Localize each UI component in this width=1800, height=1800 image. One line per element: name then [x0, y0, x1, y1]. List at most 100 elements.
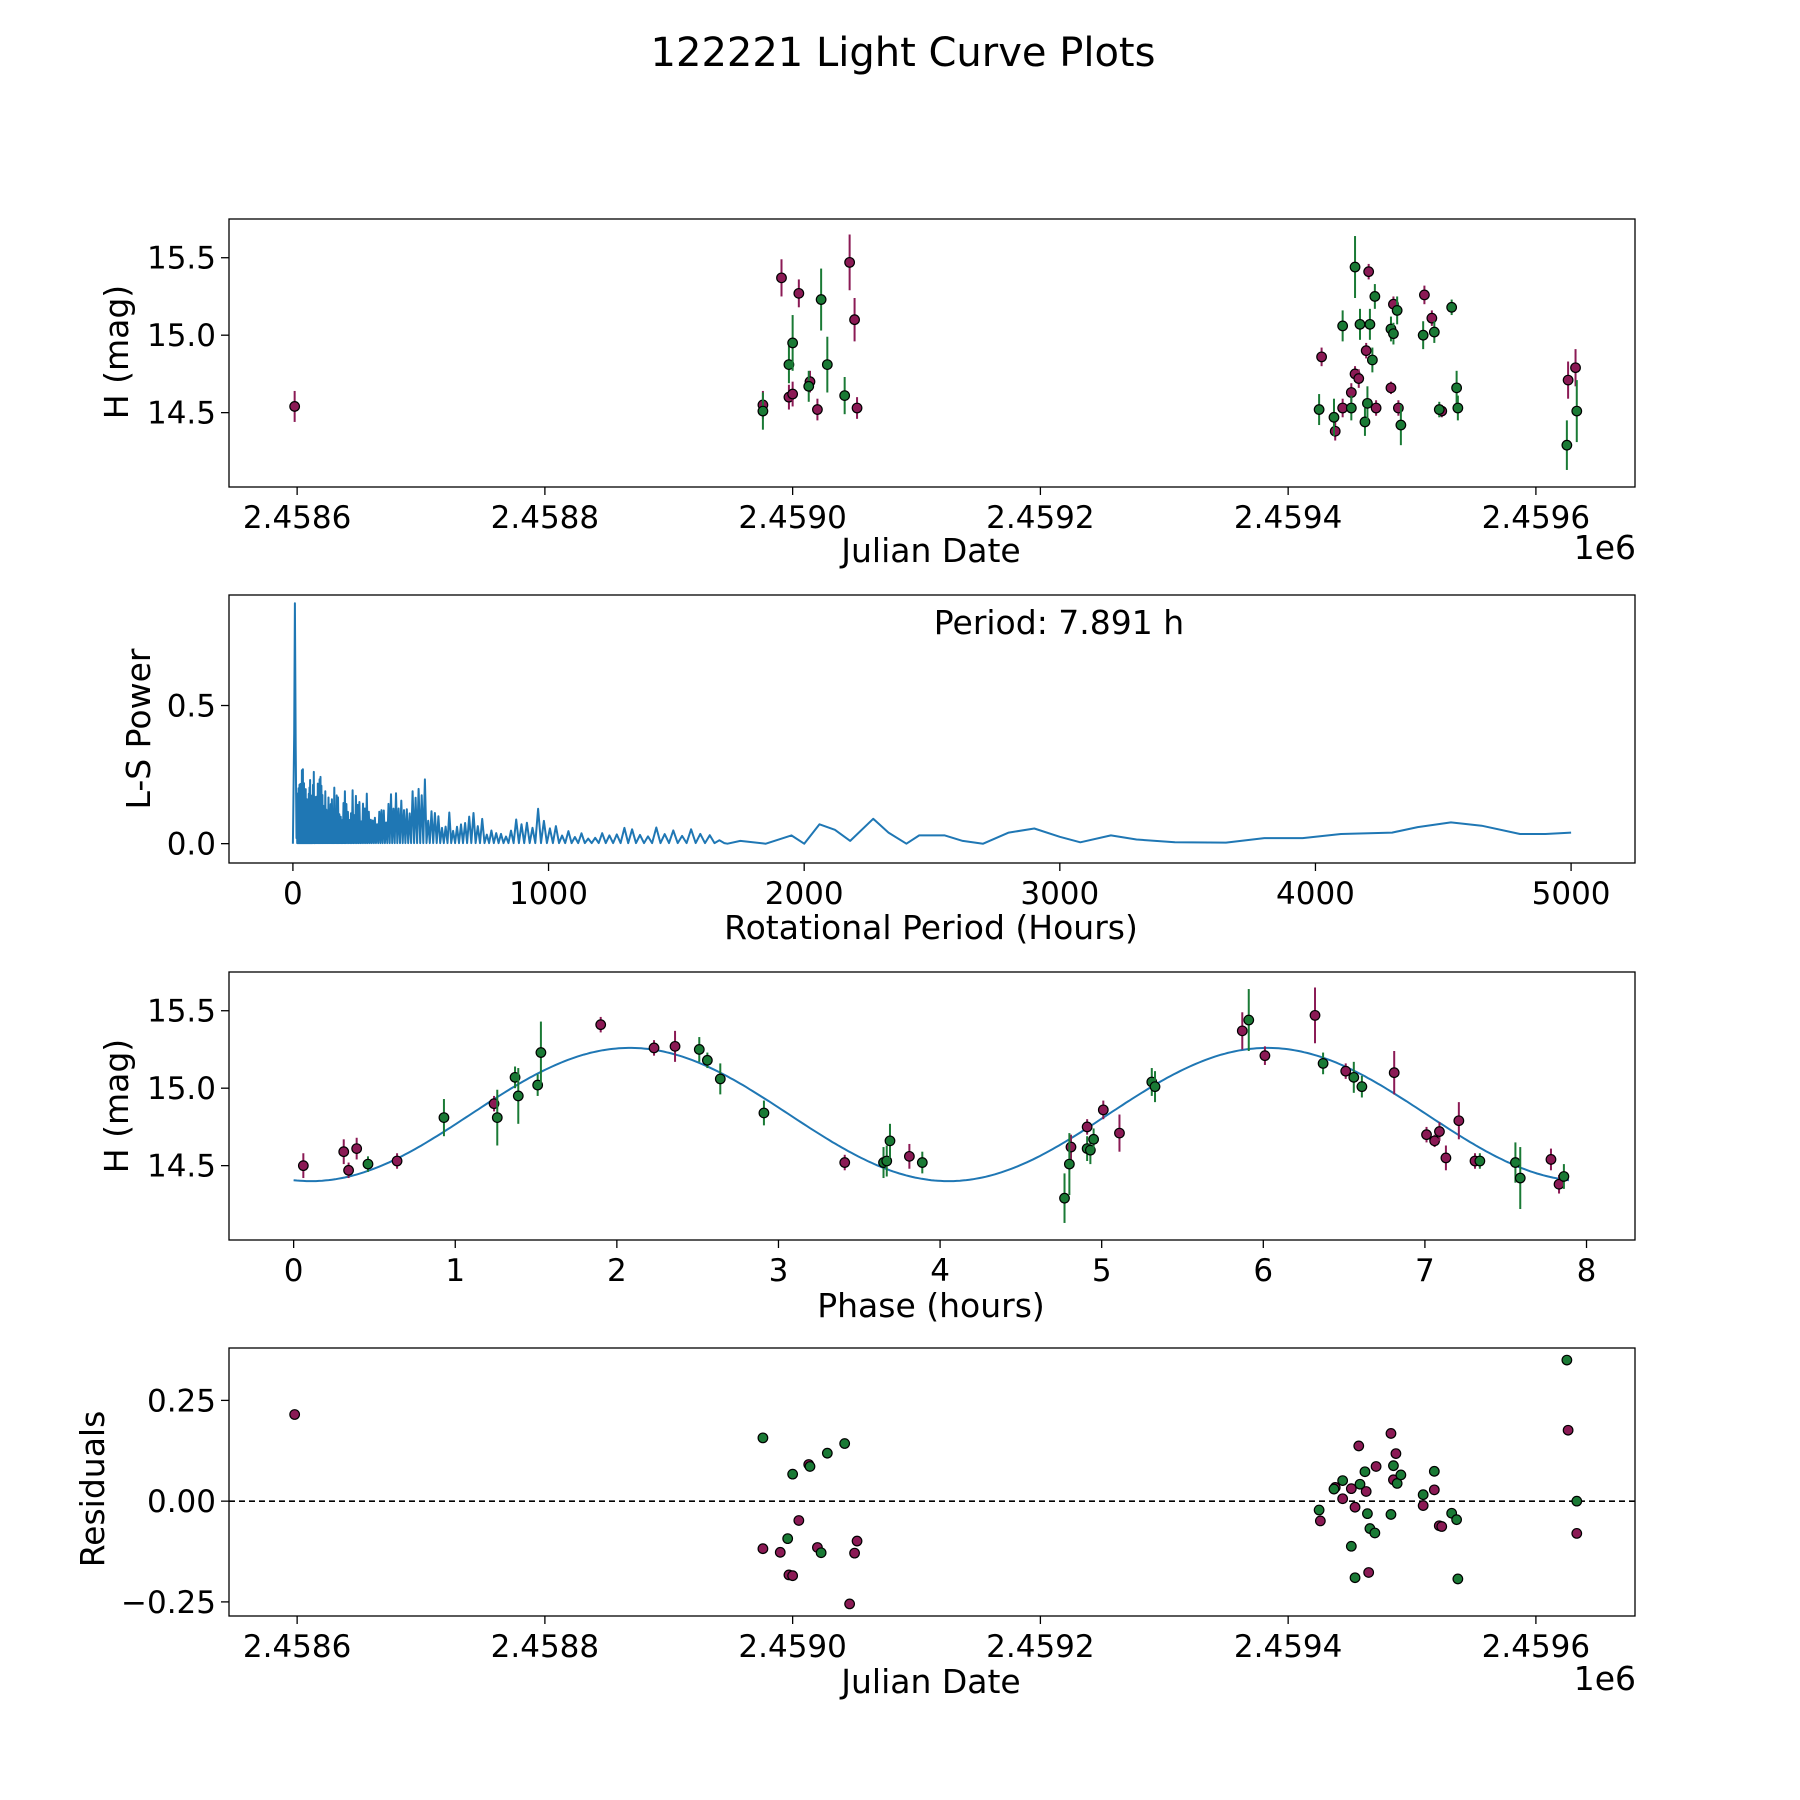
residuals-point: [1428, 1465, 1440, 1477]
residuals-xtick-label: 2.4592: [986, 1629, 1094, 1665]
residuals-point: [851, 1535, 863, 1547]
lightcurve-point: [1428, 326, 1440, 338]
periodogram-ylabel: L-S Power: [119, 648, 158, 809]
phased-point: [1063, 1158, 1075, 1170]
phased-point: [1348, 1071, 1360, 1083]
phased-point: [903, 1150, 915, 1162]
phased-ytick-label: 15.0: [147, 1071, 216, 1107]
lightcurve-point: [289, 401, 301, 412]
phased-point: [391, 1155, 403, 1167]
lightcurve-point: [1349, 261, 1361, 273]
phased-point: [1453, 1115, 1465, 1127]
phased-point: [669, 1040, 681, 1052]
lightcurve-point: [1446, 301, 1458, 313]
residuals-panel: 2.4586 2.4588 2.4590 2.4592 2.4594 2.4596 −0.2…: [121, 1347, 1636, 1665]
phased-point: [839, 1157, 851, 1168]
residuals-point: [1345, 1540, 1357, 1552]
lightcurve-point: [793, 287, 805, 299]
lightcurve-xtick-label: 2.4596: [1482, 500, 1590, 536]
residuals-point: [1390, 1448, 1402, 1459]
phased-point: [881, 1155, 893, 1167]
periodogram-xlabel: Rotational Period (Hours): [724, 908, 1138, 947]
residuals-point: [757, 1432, 769, 1444]
lightcurve-point: [1571, 405, 1583, 417]
phased-point: [297, 1160, 309, 1172]
lightcurve-xtick-label: 2.4586: [243, 500, 351, 536]
residuals-ylabel: Residuals: [73, 1411, 112, 1568]
lightcurve-point: [757, 405, 769, 417]
lightcurve-point: [787, 388, 799, 400]
phased-point: [1309, 1009, 1321, 1021]
phased-point: [1236, 1025, 1248, 1037]
residuals-point: [793, 1515, 805, 1526]
residuals-point: [1349, 1572, 1361, 1584]
phased-point: [1421, 1129, 1432, 1141]
lightcurve-point: [1337, 320, 1349, 332]
residuals-point: [1571, 1527, 1583, 1539]
periodogram-frame: [228, 594, 1636, 864]
phased-xtick-label: 4: [930, 1253, 950, 1289]
residuals-point: [1337, 1475, 1349, 1486]
lightcurve-point: [1451, 382, 1463, 394]
phased-point: [758, 1107, 770, 1119]
phased-point: [1340, 1065, 1352, 1077]
periodogram-panel: 0 1000 2000 3000 4000 5000 0.0 0.5: [167, 594, 1636, 912]
residuals-offset-label: 1e6: [1574, 1659, 1636, 1698]
lightcurve-point: [844, 256, 856, 268]
lightcurve-point: [821, 359, 833, 371]
phased-point: [916, 1157, 928, 1168]
lightcurve-point: [783, 359, 795, 371]
lightcurve-xtick-label: 2.4594: [1234, 500, 1342, 536]
lightcurve-point: [1370, 402, 1382, 414]
phased-point: [438, 1112, 450, 1124]
lightcurve-point: [1570, 362, 1581, 374]
phased-point: [1243, 1014, 1255, 1026]
lightcurve-point: [839, 390, 851, 402]
residuals-xtick-label: 2.4588: [491, 1629, 599, 1665]
phased-point: [535, 1047, 547, 1058]
phased-point: [343, 1164, 354, 1176]
lightcurve-point: [1452, 402, 1464, 414]
residuals-point: [1428, 1484, 1440, 1496]
phased-xtick-label: 5: [1092, 1253, 1112, 1289]
lightcurve-point: [1363, 266, 1375, 278]
lightcurve-point: [1395, 419, 1407, 431]
phased-panel: 0 1 2 3 4 5 6 7 8 14.5 15.0 15.5: [147, 971, 1636, 1289]
residuals-point: [1359, 1466, 1371, 1478]
residuals-point: [1451, 1514, 1463, 1526]
lightcurve-point: [776, 272, 787, 284]
residuals-point: [757, 1543, 769, 1555]
residuals-point: [1571, 1495, 1583, 1507]
lightcurve-offset-label: 1e6: [1574, 528, 1636, 567]
phased-point: [1088, 1133, 1100, 1145]
phased-point: [1356, 1081, 1368, 1093]
periodogram-xtick-label: 0: [283, 876, 303, 912]
residuals-point: [1314, 1515, 1326, 1527]
lightcurve-point: [812, 404, 823, 415]
residuals-point: [1369, 1527, 1381, 1539]
lightcurve-point: [1391, 304, 1403, 316]
phased-xlabel: Phase (hours): [817, 1286, 1045, 1325]
lightcurve-point: [1345, 402, 1357, 414]
periodogram-ytick-label: 0.5: [167, 689, 216, 725]
residuals-point: [1562, 1424, 1574, 1436]
phased-point: [1434, 1126, 1445, 1137]
periodogram-xtick-label: 1000: [509, 876, 588, 912]
phased-point: [1429, 1135, 1441, 1147]
residuals-xtick-label: 2.4590: [738, 1629, 846, 1665]
lightcurve-frame: [228, 218, 1636, 488]
phased-xtick-label: 0: [284, 1253, 304, 1289]
residuals-ytick-label: 0.25: [147, 1383, 216, 1419]
phased-point: [491, 1112, 503, 1124]
periodogram-xtick-label: 5000: [1532, 876, 1611, 912]
phased-point: [1388, 1067, 1400, 1079]
phased-xtick-label: 3: [769, 1253, 789, 1289]
residuals-point: [844, 1598, 856, 1610]
phased-point: [1149, 1081, 1161, 1093]
residuals-xtick-label: 2.4594: [1234, 1629, 1342, 1665]
lightcurve-point: [1362, 397, 1373, 409]
lightcurve-point: [815, 294, 827, 305]
phased-point: [1317, 1057, 1329, 1069]
lightcurve-xtick-label: 2.4592: [986, 500, 1094, 536]
